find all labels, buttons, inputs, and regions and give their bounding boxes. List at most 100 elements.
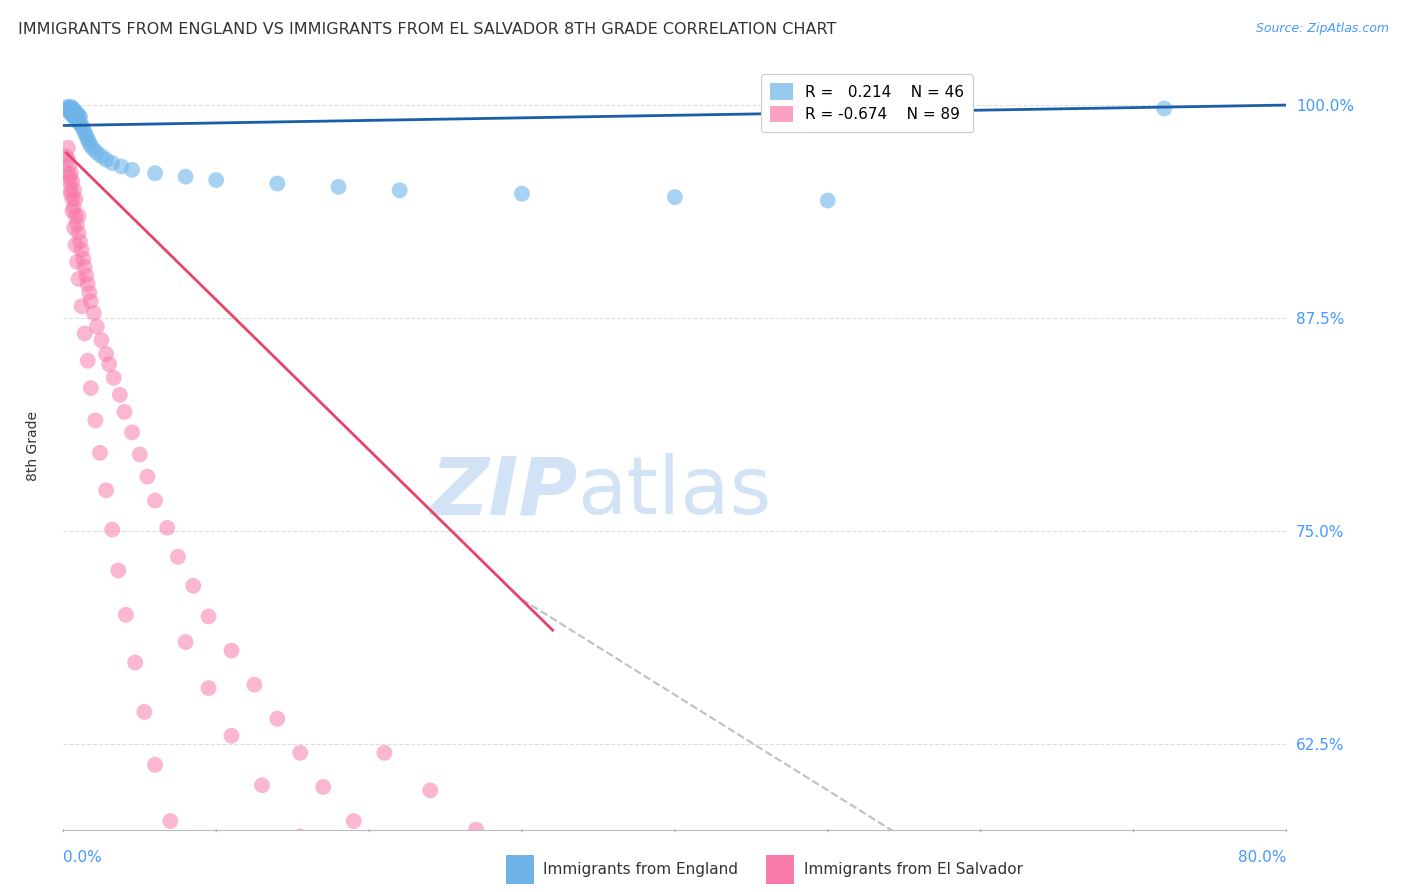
Point bbox=[65, 192, 87, 206]
Point bbox=[62, 102, 84, 116]
Point bbox=[66, 113, 89, 128]
Point bbox=[221, 729, 243, 743]
Point bbox=[72, 252, 94, 266]
Point bbox=[63, 220, 86, 235]
Point bbox=[159, 814, 181, 828]
Point bbox=[143, 757, 166, 772]
Point bbox=[55, 149, 77, 163]
Point bbox=[465, 822, 488, 837]
Point bbox=[419, 783, 441, 797]
Point bbox=[174, 635, 197, 649]
Point bbox=[70, 299, 93, 313]
Point bbox=[373, 848, 395, 863]
Text: 0.0%: 0.0% bbox=[63, 850, 103, 865]
Point bbox=[1153, 102, 1175, 116]
Point bbox=[101, 156, 124, 170]
Point bbox=[343, 814, 366, 828]
Point bbox=[55, 102, 77, 116]
Point bbox=[58, 169, 80, 184]
Point bbox=[56, 153, 79, 167]
Text: atlas: atlas bbox=[576, 453, 772, 531]
Point bbox=[328, 180, 350, 194]
Point bbox=[63, 183, 86, 197]
Text: 8th Grade: 8th Grade bbox=[25, 411, 39, 481]
Point bbox=[63, 110, 86, 124]
Point bbox=[62, 192, 84, 206]
Point bbox=[67, 226, 90, 240]
Point bbox=[73, 260, 96, 274]
Point bbox=[290, 830, 312, 844]
Point bbox=[67, 108, 90, 122]
Legend: R =   0.214    N = 46, R = -0.674    N = 89: R = 0.214 N = 46, R = -0.674 N = 89 bbox=[761, 74, 973, 132]
Point bbox=[59, 183, 82, 197]
Point bbox=[101, 523, 124, 537]
Point bbox=[58, 158, 80, 172]
Point bbox=[58, 175, 80, 189]
Point bbox=[67, 115, 90, 129]
Point bbox=[83, 142, 105, 156]
Point bbox=[83, 306, 105, 320]
Point bbox=[69, 235, 91, 249]
Point bbox=[664, 190, 686, 204]
Point bbox=[62, 203, 84, 218]
Point bbox=[94, 347, 117, 361]
Point bbox=[56, 141, 79, 155]
Point bbox=[197, 609, 219, 624]
Point bbox=[69, 110, 91, 124]
Point bbox=[197, 681, 219, 695]
Point bbox=[75, 128, 97, 143]
Point bbox=[156, 521, 179, 535]
Point bbox=[250, 778, 273, 792]
Point bbox=[77, 285, 100, 300]
Point bbox=[70, 119, 93, 133]
Point bbox=[66, 218, 89, 232]
Point bbox=[56, 100, 79, 114]
Point bbox=[62, 108, 84, 122]
Point bbox=[80, 294, 103, 309]
Point bbox=[121, 162, 143, 177]
Point bbox=[62, 104, 84, 119]
Point bbox=[107, 564, 129, 578]
Point bbox=[76, 277, 98, 291]
Point bbox=[67, 272, 90, 286]
Point bbox=[59, 106, 82, 120]
Point bbox=[63, 103, 86, 118]
Point bbox=[89, 446, 111, 460]
Point bbox=[66, 255, 89, 269]
Point bbox=[108, 388, 131, 402]
Point bbox=[76, 353, 98, 368]
Point bbox=[143, 166, 166, 180]
Point bbox=[266, 712, 288, 726]
Point bbox=[143, 493, 166, 508]
Point bbox=[63, 200, 86, 214]
Point bbox=[80, 381, 103, 395]
Point bbox=[86, 319, 108, 334]
Point bbox=[69, 117, 91, 131]
Point bbox=[103, 371, 125, 385]
Point bbox=[90, 334, 112, 348]
Point bbox=[110, 160, 132, 174]
Point bbox=[221, 643, 243, 657]
Point bbox=[115, 607, 138, 622]
Point bbox=[56, 103, 79, 118]
Point bbox=[67, 209, 90, 223]
Point bbox=[86, 145, 108, 160]
Point bbox=[58, 104, 80, 119]
Point bbox=[290, 746, 312, 760]
Point bbox=[58, 102, 80, 116]
Point bbox=[65, 112, 87, 126]
Text: Source: ZipAtlas.com: Source: ZipAtlas.com bbox=[1256, 22, 1389, 36]
Text: Immigrants from El Salvador: Immigrants from El Salvador bbox=[804, 863, 1024, 877]
Point bbox=[73, 326, 96, 341]
Point bbox=[62, 175, 84, 189]
Text: IMMIGRANTS FROM ENGLAND VS IMMIGRANTS FROM EL SALVADOR 8TH GRADE CORRELATION CHA: IMMIGRANTS FROM ENGLAND VS IMMIGRANTS FR… bbox=[18, 22, 837, 37]
Point bbox=[266, 177, 288, 191]
Point bbox=[65, 237, 87, 252]
Point bbox=[128, 448, 150, 462]
Point bbox=[817, 194, 839, 208]
Point bbox=[243, 678, 266, 692]
Point bbox=[73, 125, 96, 139]
Point bbox=[121, 425, 143, 440]
Point bbox=[65, 209, 87, 223]
Point bbox=[84, 413, 107, 427]
